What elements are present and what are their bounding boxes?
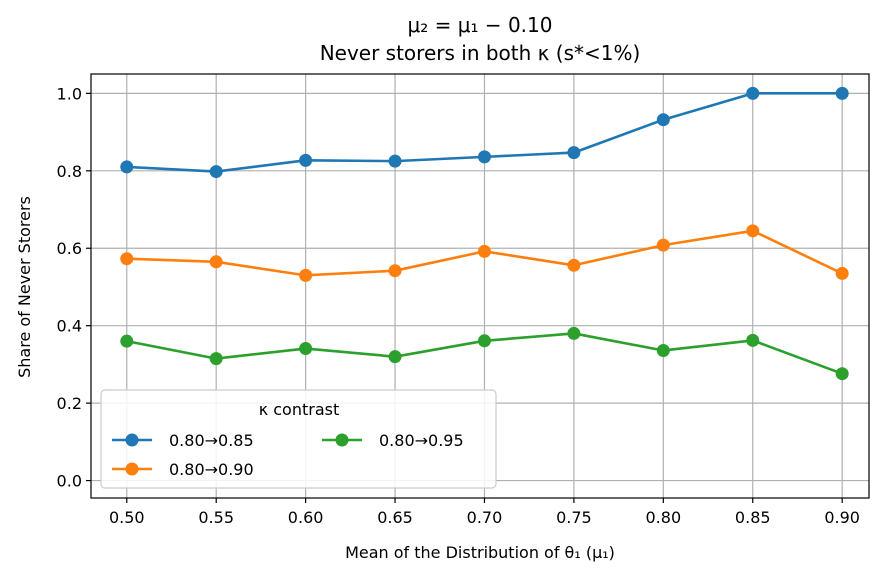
- y-tick-label: 0.2: [57, 394, 82, 413]
- legend-marker: [125, 462, 139, 476]
- data-point: [477, 150, 491, 164]
- x-tick-label: 0.65: [377, 508, 413, 527]
- legend-item: 0.80→0.85: [112, 431, 254, 450]
- x-tick-label: 0.90: [824, 508, 860, 527]
- data-point: [299, 268, 313, 282]
- y-tick-label: 0.0: [57, 472, 82, 491]
- legend-box: [100, 389, 497, 489]
- legend-label: 0.80→0.95: [379, 431, 464, 450]
- y-tick-label: 0.6: [57, 239, 82, 258]
- data-point: [567, 146, 581, 160]
- data-point: [209, 165, 223, 179]
- data-point: [746, 224, 760, 238]
- x-tick-label: 0.80: [646, 508, 682, 527]
- data-point: [120, 334, 134, 348]
- data-point: [209, 352, 223, 366]
- series-1: [120, 86, 849, 179]
- legend-label: 0.80→0.90: [169, 460, 254, 479]
- legend-item: 0.80→0.95: [322, 431, 464, 450]
- data-point: [656, 113, 670, 127]
- x-tick-label: 0.55: [198, 508, 234, 527]
- data-point: [388, 154, 402, 168]
- data-point: [388, 264, 402, 278]
- data-point: [209, 255, 223, 269]
- legend-title: κ contrast: [259, 400, 340, 419]
- x-tick-label: 0.85: [735, 508, 771, 527]
- axis-ticks: 0.50 0.55 0.60 0.65 0.70 0.75 0.80 0.85 0.90 0.0 0…: [57, 84, 860, 527]
- y-tick-label: 0.4: [57, 317, 82, 336]
- data-point: [477, 334, 491, 348]
- data-point: [120, 252, 134, 266]
- data-point: [299, 342, 313, 356]
- series-3: [120, 326, 849, 381]
- data-point: [746, 86, 760, 100]
- data-point: [835, 266, 849, 280]
- x-tick-label: 0.75: [556, 508, 592, 527]
- x-axis-label: Mean of the Distribution of θ₁ (μ₁): [345, 543, 615, 562]
- y-tick-label: 0.8: [57, 162, 82, 181]
- legend-items: 0.80→0.85 0.80→0.90 0.80→0.95: [112, 431, 464, 479]
- data-point: [835, 86, 849, 100]
- data-point: [477, 244, 491, 258]
- data-point: [835, 367, 849, 381]
- data-point: [746, 333, 760, 347]
- data-point: [388, 350, 402, 364]
- series-layer: [120, 86, 849, 381]
- y-axis-label: Share of Never Storers: [15, 196, 34, 378]
- legend-label: 0.80→0.85: [169, 431, 254, 450]
- x-tick-label: 0.50: [109, 508, 145, 527]
- legend-marker: [335, 433, 349, 447]
- data-point: [567, 258, 581, 272]
- series-2: [120, 224, 849, 282]
- chart-subtitle: Never storers in both κ (s*<1%): [320, 41, 641, 65]
- data-point: [656, 343, 670, 357]
- data-point: [299, 153, 313, 167]
- legend-marker: [125, 433, 139, 447]
- x-tick-label: 0.70: [467, 508, 503, 527]
- chart-title: μ₂ = μ₁ − 0.10: [408, 13, 553, 37]
- legend: κ contrast 0.80→0.85 0.80→0.90 0.80→0.95: [100, 389, 497, 489]
- data-point: [656, 238, 670, 252]
- y-tick-label: 1.0: [57, 84, 82, 103]
- legend-item: 0.80→0.90: [112, 460, 254, 479]
- data-point: [567, 326, 581, 340]
- data-point: [120, 160, 134, 174]
- x-tick-label: 0.60: [288, 508, 324, 527]
- plot-area-frame: [90, 73, 870, 499]
